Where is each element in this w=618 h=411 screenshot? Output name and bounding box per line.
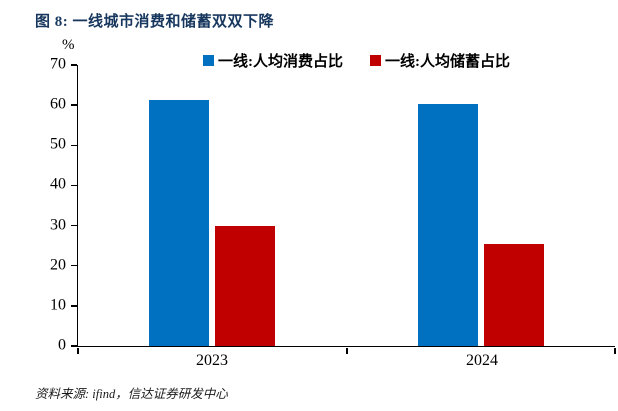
- y-tick-mark-70: [71, 64, 77, 66]
- legend-item-consumption: 一线:人均消费占比: [203, 52, 343, 70]
- x-axis-label-2023: 2023: [196, 352, 228, 369]
- y-tick-label-40: 40: [50, 176, 66, 194]
- x-tick-mark-2: [614, 347, 616, 354]
- legend-label-consumption: 一线:人均消费占比: [218, 53, 343, 70]
- y-tick-mark-20: [71, 264, 77, 267]
- legend-label-savings: 一线:人均储蓄占比: [385, 53, 510, 70]
- x-tick-mark-0: [77, 347, 79, 354]
- bar-2023-consumption: [149, 99, 210, 346]
- y-tick-label-30: 30: [50, 216, 66, 234]
- y-tick-mark-0: [71, 345, 77, 347]
- x-tick-mark-1: [346, 347, 348, 354]
- y-tick-mark-50: [71, 144, 77, 147]
- y-tick-label-70: 70: [50, 55, 66, 73]
- y-tick-label-20: 20: [50, 256, 66, 274]
- y-tick-label-50: 50: [50, 135, 66, 153]
- x-axis-label-2024: 2024: [466, 352, 498, 369]
- y-axis-unit-label: %: [62, 37, 75, 53]
- y-tick-label-60: 60: [50, 95, 66, 113]
- legend-swatch-consumption-icon: [203, 54, 214, 66]
- y-tick-mark-40: [71, 184, 77, 187]
- figure-title: 图 8: 一线城市消费和储蓄双双下降: [35, 14, 274, 30]
- y-tick-label-10: 10: [50, 296, 66, 314]
- bar-2023-savings: [215, 225, 276, 346]
- y-tick-mark-10: [71, 305, 77, 307]
- y-tick-mark-60: [71, 104, 77, 106]
- y-tick-mark-30: [71, 224, 77, 227]
- y-tick-label-0: 0: [58, 336, 66, 354]
- legend-item-savings: 一线:人均储蓄占比: [370, 52, 510, 70]
- plot-area: [77, 65, 615, 347]
- bar-2024-consumption: [417, 103, 478, 346]
- source-note: 资料来源: ifind，信达证券研发中心: [35, 387, 228, 401]
- bar-2024-savings: [483, 244, 544, 346]
- legend-swatch-savings-icon: [370, 54, 381, 66]
